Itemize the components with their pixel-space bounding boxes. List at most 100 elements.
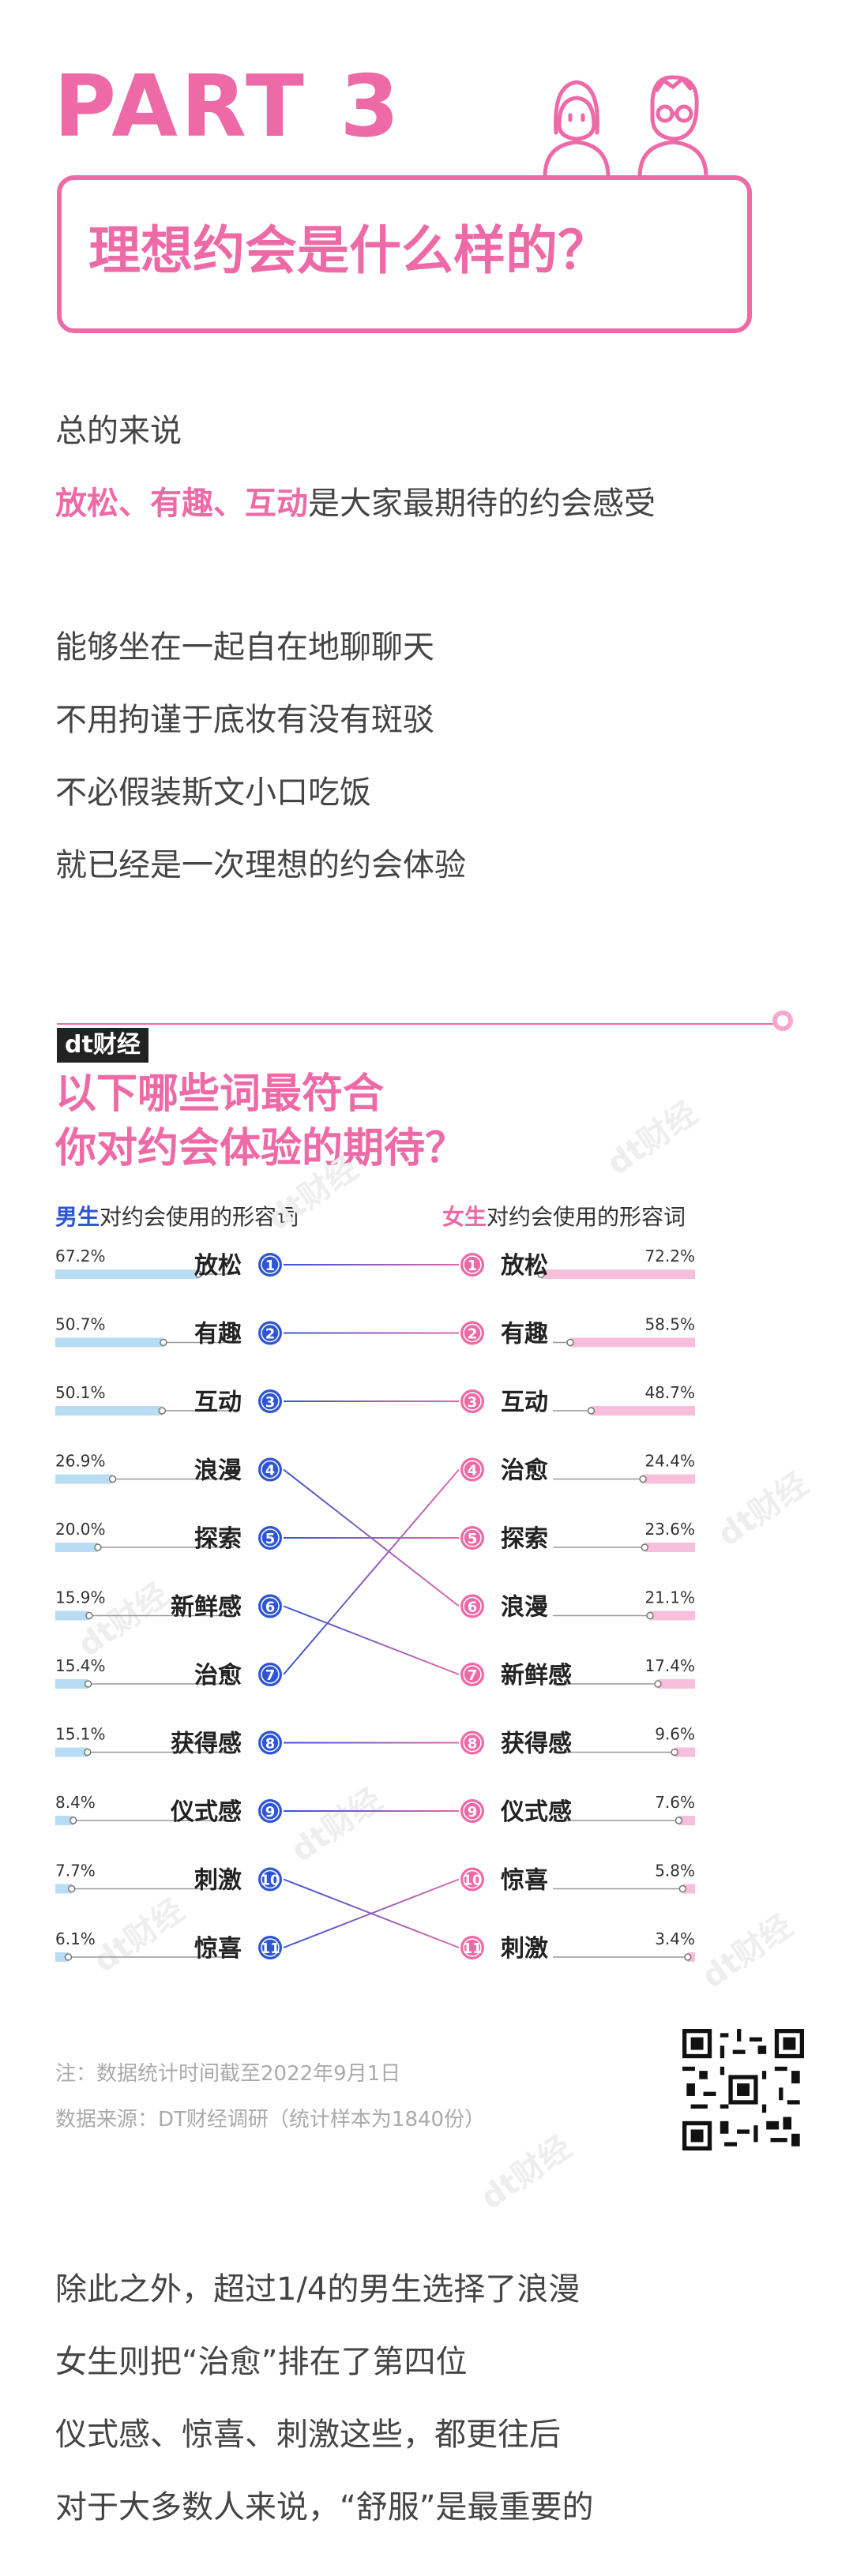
female-bar	[570, 1337, 695, 1348]
male-category-label: 新鲜感	[171, 1594, 242, 1622]
male-category-label: 浪漫	[194, 1457, 242, 1485]
female-category-label: 浪漫	[501, 1594, 548, 1622]
male-rank-number: 7	[265, 1667, 276, 1684]
male-category-label: 互动	[194, 1389, 242, 1416]
female-bar	[678, 1816, 695, 1825]
legend-male: 男生对约会使用的形容词	[55, 1200, 299, 1232]
ranking-chart: 67.2% 放松 1 50.7% 有趣 2 50.1% 互动 3 26.9% 浪漫 4 20.0% 探索 5…	[55, 1247, 695, 1963]
outro-line: 女生则把“治愈”排在了第四位	[55, 2344, 468, 2380]
female-category-label: 有趣	[501, 1321, 548, 1348]
female-rank-ring	[463, 1869, 482, 1889]
male-value-label: 50.7%	[55, 1315, 106, 1334]
male-bar-end	[68, 1884, 76, 1893]
female-bar-end	[587, 1407, 596, 1415]
male-rank-ring	[261, 1255, 280, 1274]
male-rank-number: 1	[265, 1258, 276, 1274]
legend-male-label: 对约会使用的形容词	[100, 1204, 299, 1230]
female-bar	[675, 1747, 695, 1757]
female-category-label: 治愈	[501, 1457, 548, 1485]
female-rank-ring	[463, 1323, 482, 1343]
male-rank-number: 9	[265, 1804, 276, 1820]
male-bar	[55, 1543, 98, 1552]
male-category-label: 探索	[194, 1525, 242, 1553]
female-value-label: 3.4%	[655, 1929, 695, 1948]
male-rank-ring	[261, 1392, 280, 1411]
female-rank-number: 7	[468, 1667, 478, 1684]
male-bar-end	[160, 1338, 167, 1347]
female-value-label: 23.6%	[644, 1520, 695, 1539]
female-category-label: 刺激	[501, 1935, 548, 1963]
male-bar	[55, 1679, 88, 1689]
male-rank-number: 6	[265, 1599, 276, 1616]
male-bar	[55, 1337, 163, 1348]
outro-line: 仪式感、惊喜、刺激这些，都更往后	[55, 2417, 561, 2453]
male-rank-ring	[261, 1869, 280, 1889]
female-rank-number: 9	[468, 1804, 478, 1820]
female-value-label: 21.1%	[644, 1588, 695, 1607]
title-frame	[57, 175, 752, 333]
female-value-label: 7.6%	[655, 1793, 695, 1812]
male-bar-end	[84, 1680, 92, 1688]
watermark: dt财经	[474, 2128, 578, 2217]
watermark: dt财经	[600, 1094, 705, 1183]
female-rank-ring	[463, 1802, 482, 1820]
male-bar-end	[84, 1748, 92, 1757]
male-value-label: 20.0%	[55, 1520, 106, 1539]
female-bar	[591, 1406, 695, 1415]
female-bar	[658, 1679, 695, 1689]
question-line: 你对约会体验的期待？	[55, 1124, 467, 1172]
female-bar	[541, 1269, 695, 1279]
question-title: 以下哪些词最符合 你对约会体验的期待？	[55, 1067, 466, 1176]
female-rank-number: 5	[468, 1531, 478, 1547]
connector-line	[283, 1878, 460, 1948]
female-bar-end	[537, 1270, 545, 1278]
female-rank-number: 10	[462, 1873, 482, 1889]
female-bar	[644, 1543, 695, 1552]
male-rank-ring	[261, 1528, 280, 1547]
male-category-label: 刺激	[194, 1867, 242, 1895]
male-bar-end	[158, 1407, 167, 1415]
male-rank-ring	[261, 1323, 280, 1343]
intro-highlight-line: 放松、有趣、互动是大家最期待的约会感受	[55, 485, 656, 523]
male-value-label: 15.9%	[55, 1588, 106, 1607]
intro-highlight: 放松、有趣、互动	[55, 486, 308, 522]
female-rank-number: 2	[468, 1326, 478, 1343]
intro-highlight-rest: 是大家最期待的约会感受	[308, 486, 656, 522]
female-value-label: 5.8%	[655, 1862, 695, 1880]
female-rank-ring	[463, 1392, 482, 1411]
intro-line: 就已经是一次理想的约会体验	[55, 847, 466, 883]
male-rank-ring	[261, 1596, 280, 1616]
couple-illustration-icon	[543, 75, 708, 179]
male-rank-ring	[261, 1460, 280, 1479]
connector-line	[283, 1468, 460, 1675]
male-value-label: 15.1%	[55, 1725, 106, 1744]
intro-line: 能够坐在一起自在地聊聊天	[55, 629, 434, 666]
male-value-label: 15.4%	[55, 1656, 106, 1675]
female-bar-end	[671, 1748, 678, 1757]
male-rank-number: 2	[265, 1326, 276, 1343]
female-rank-number: 1	[468, 1258, 478, 1274]
female-bar-end	[566, 1338, 574, 1347]
male-bar-end	[194, 1270, 203, 1278]
male-bar-end	[64, 1953, 73, 1961]
female-bar-end	[675, 1817, 683, 1824]
female-rank-ring	[463, 1255, 482, 1274]
male-bar-end	[69, 1817, 77, 1824]
female-bar-end	[684, 1953, 692, 1961]
male-value-label: 67.2%	[55, 1247, 106, 1266]
male-bar-end	[94, 1543, 102, 1551]
qr-code-icon[interactable]	[682, 2029, 804, 2150]
male-rank-number: 5	[265, 1531, 276, 1547]
female-category-label: 惊喜	[501, 1867, 548, 1895]
female-category-label: 互动	[501, 1389, 548, 1416]
female-rank-number: 8	[468, 1736, 478, 1753]
intro-line: 总的来说	[55, 413, 182, 449]
female-bar	[650, 1610, 695, 1621]
male-value-label: 7.7%	[55, 1862, 96, 1880]
female-value-label: 24.4%	[644, 1452, 695, 1471]
male-bar-end	[85, 1611, 93, 1620]
female-rank-ring	[463, 1460, 482, 1479]
male-rank-number: 3	[265, 1394, 276, 1411]
male-rank-number: 8	[265, 1736, 276, 1753]
male-category-label: 有趣	[194, 1321, 242, 1348]
